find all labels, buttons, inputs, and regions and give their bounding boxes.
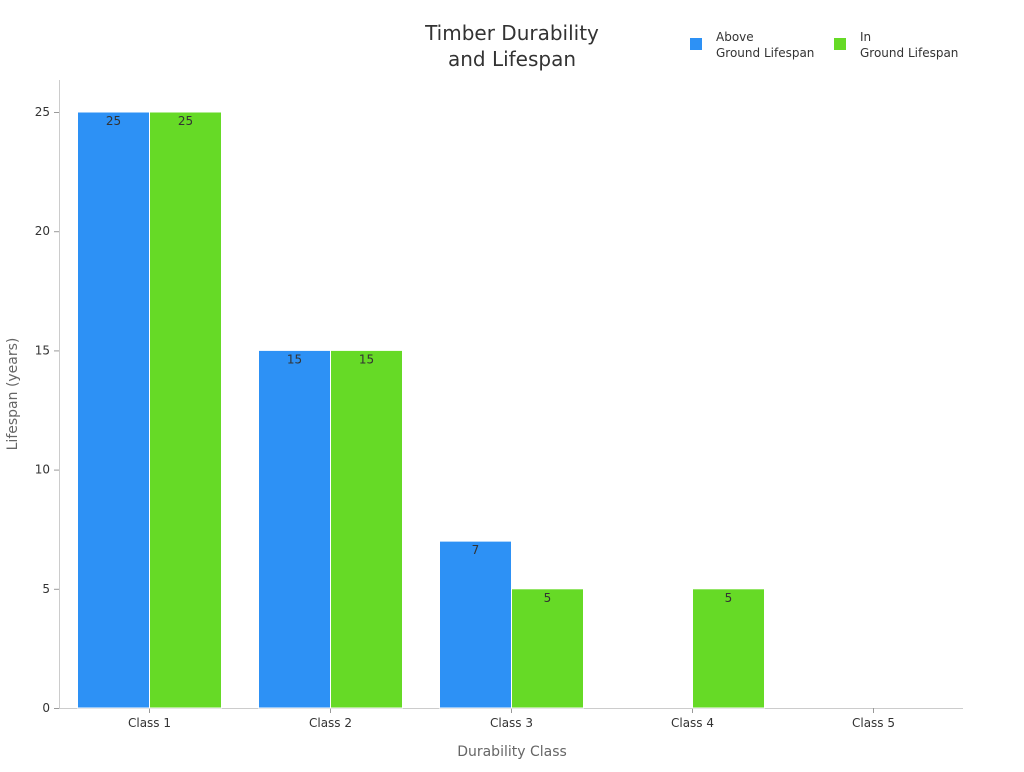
x-tick-label: Class 5	[852, 716, 895, 730]
x-tick-label: Class 4	[671, 716, 714, 730]
bar-in-ground	[149, 111, 222, 709]
chart-title-line-1: Timber Durability	[424, 21, 599, 45]
x-tick-label: Class 1	[128, 716, 171, 730]
x-axis-label: Durability Class	[457, 744, 567, 760]
bar-above-ground	[77, 111, 150, 709]
legend-swatch-in	[834, 38, 846, 50]
data-label: 5	[544, 591, 552, 605]
y-tick-label: 0	[42, 701, 50, 715]
legend-swatch-above	[690, 38, 702, 50]
data-label: 15	[359, 352, 374, 366]
data-label: 25	[106, 114, 121, 128]
legend-label-in-1: In	[860, 30, 871, 44]
legend-label-above-1: Above	[716, 30, 754, 44]
legend-label-in-2: Ground Lifespan	[860, 46, 958, 60]
y-tick-label: 20	[35, 224, 50, 238]
data-label: 7	[472, 543, 480, 557]
data-label: 25	[178, 114, 193, 128]
legend: Above Ground Lifespan In Ground Lifespan	[690, 30, 958, 60]
y-axis-label: Lifespan (years)	[5, 338, 21, 451]
bar-in-ground	[330, 349, 403, 709]
chart-title-line-2: and Lifespan	[448, 47, 576, 71]
data-label: 15	[287, 352, 302, 366]
legend-label-above-2: Ground Lifespan	[716, 46, 814, 60]
bar-above-ground	[258, 349, 331, 709]
y-tick-label: 5	[42, 582, 50, 596]
y-tick-label: 15	[35, 343, 50, 357]
data-label: 5	[725, 591, 733, 605]
bar-above-ground	[439, 540, 512, 709]
bar-in-ground	[692, 588, 765, 709]
bar-in-ground	[511, 588, 584, 709]
y-tick-label: 10	[35, 463, 50, 477]
x-tick-label: Class 2	[309, 716, 352, 730]
y-tick-label: 25	[35, 105, 50, 119]
x-tick-label: Class 3	[490, 716, 533, 730]
